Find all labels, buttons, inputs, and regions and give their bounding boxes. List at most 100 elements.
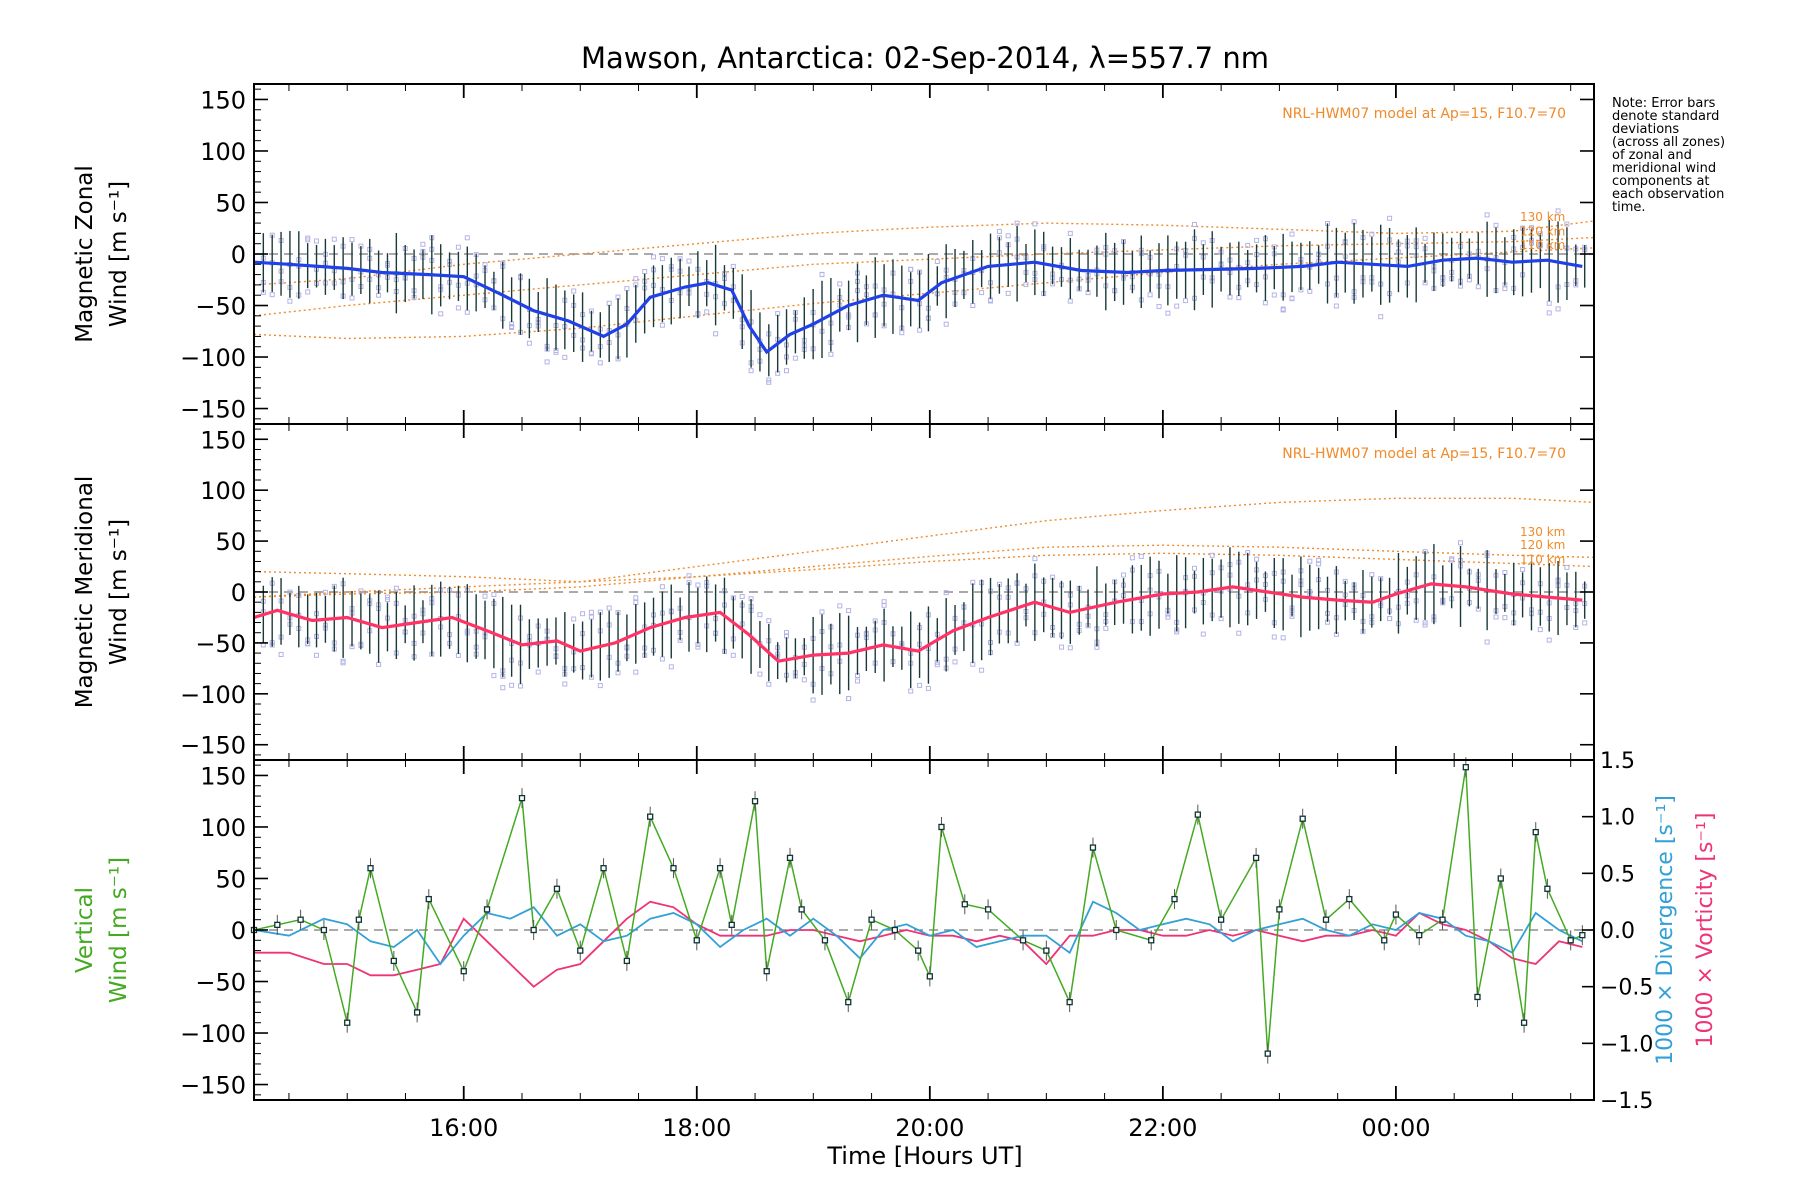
vertical-wind-point <box>1252 854 1260 862</box>
zone-point <box>633 600 639 605</box>
zone-point <box>1546 310 1552 316</box>
vertical-wind-point <box>344 1019 351 1026</box>
zone-point <box>278 652 284 657</box>
model-label: NRL-HWM07 model at Ap=15, F10.7=70 <box>1282 106 1566 122</box>
note-line: of zonal and <box>1612 148 1692 163</box>
y-tick-label: 150 <box>200 762 246 790</box>
zone-point <box>934 259 940 264</box>
zone-point <box>908 266 914 272</box>
zone-point <box>1147 292 1153 298</box>
x-tick-label: 00:00 <box>1361 1114 1430 1142</box>
zone-point <box>509 682 515 688</box>
zone-point <box>597 683 603 689</box>
zone-point <box>1546 637 1552 643</box>
zone-point <box>659 256 665 262</box>
zone-point <box>1032 221 1038 227</box>
zone-point <box>1067 645 1073 651</box>
zone-point <box>1138 553 1144 559</box>
model-label: NRL-HWM07 model at Ap=15, F10.7=70 <box>1282 446 1566 462</box>
right-tick-label: 0.5 <box>1600 862 1635 887</box>
figure-title: Mawson, Antarctica: 02-Sep-2014, λ=557.7… <box>581 41 1269 75</box>
model-curve <box>253 552 1595 583</box>
zone-point <box>801 677 807 683</box>
zone-point <box>917 682 923 688</box>
vertical-wind-point <box>891 926 899 934</box>
y-tick-label: −50 <box>195 969 246 997</box>
mean-wind-line <box>253 582 1583 663</box>
y-tick-label: −100 <box>180 344 246 372</box>
zone-point <box>269 292 275 298</box>
zone-point <box>305 289 311 295</box>
zone-point <box>792 355 798 361</box>
zone-point <box>881 599 887 605</box>
zone-point <box>713 331 719 337</box>
y-tick-label: −50 <box>195 293 246 321</box>
y-axis-label: Vertical <box>72 887 98 973</box>
zone-point <box>588 609 594 615</box>
vertical-wind-line <box>253 767 1583 1054</box>
y-tick-label: 50 <box>215 528 246 556</box>
zone-point <box>491 592 497 597</box>
model-curve <box>253 236 1595 317</box>
vertical-wind-point <box>1567 937 1574 944</box>
zone-point <box>1520 567 1526 572</box>
zone-point <box>970 303 976 308</box>
note-line: each observation <box>1612 187 1724 202</box>
zone-point <box>1316 557 1322 563</box>
zone-point <box>1369 572 1375 578</box>
y-tick-label: 50 <box>215 865 246 893</box>
zone-point <box>464 309 470 315</box>
vertical-wind-point <box>798 906 805 913</box>
zone-point <box>917 327 923 333</box>
zone-point <box>393 585 399 591</box>
vertical-wind-point <box>1019 937 1027 944</box>
zone-point <box>376 292 382 298</box>
zone-point <box>642 269 648 274</box>
zone-point <box>784 368 789 374</box>
altitude-label: 120 km <box>1520 538 1565 552</box>
vertical-wind-point <box>367 865 374 872</box>
zone-point <box>1200 631 1206 637</box>
vertical-wind-point <box>577 947 584 954</box>
zone-point <box>420 241 426 247</box>
zone-point <box>385 594 390 600</box>
vertical-wind-point <box>1579 932 1586 939</box>
zone-point <box>1307 558 1313 564</box>
vertical-wind-point <box>1194 811 1201 818</box>
note-line: deviations <box>1612 122 1679 137</box>
zone-point <box>766 377 772 383</box>
zone-point <box>739 594 745 599</box>
zone-point <box>1493 222 1499 228</box>
zone-point <box>1254 237 1260 243</box>
zone-point <box>482 593 488 599</box>
vertical-wind-point <box>1217 916 1225 923</box>
x-tick-label: 18:00 <box>662 1114 731 1142</box>
zone-point <box>509 325 515 330</box>
zone-point <box>1271 634 1277 640</box>
right-tick-label: −1.0 <box>1600 1032 1653 1057</box>
zone-point <box>925 685 931 691</box>
zone-point <box>979 290 985 296</box>
zone-point <box>491 673 497 679</box>
zone-point <box>651 254 656 260</box>
zone-point <box>358 588 364 594</box>
zone-point <box>1236 630 1242 636</box>
zone-point <box>1316 561 1322 567</box>
vertical-wind-point <box>984 906 992 913</box>
zone-point <box>331 236 337 242</box>
zone-point <box>1280 635 1286 641</box>
note-line: time. <box>1612 200 1646 215</box>
zone-point <box>1564 221 1570 227</box>
zone-point <box>1067 230 1073 236</box>
vertical-wind-point <box>1113 926 1120 934</box>
zone-point <box>562 681 568 687</box>
vertical-wind-point <box>1043 947 1050 954</box>
vertical-wind-point <box>1544 885 1551 892</box>
vertical-wind-point <box>763 968 770 975</box>
note-line: denote standard <box>1612 109 1719 124</box>
zone-point <box>1209 552 1215 558</box>
y-tick-label: 150 <box>200 426 246 454</box>
model-curve <box>253 497 1595 598</box>
zone-point <box>588 351 594 357</box>
